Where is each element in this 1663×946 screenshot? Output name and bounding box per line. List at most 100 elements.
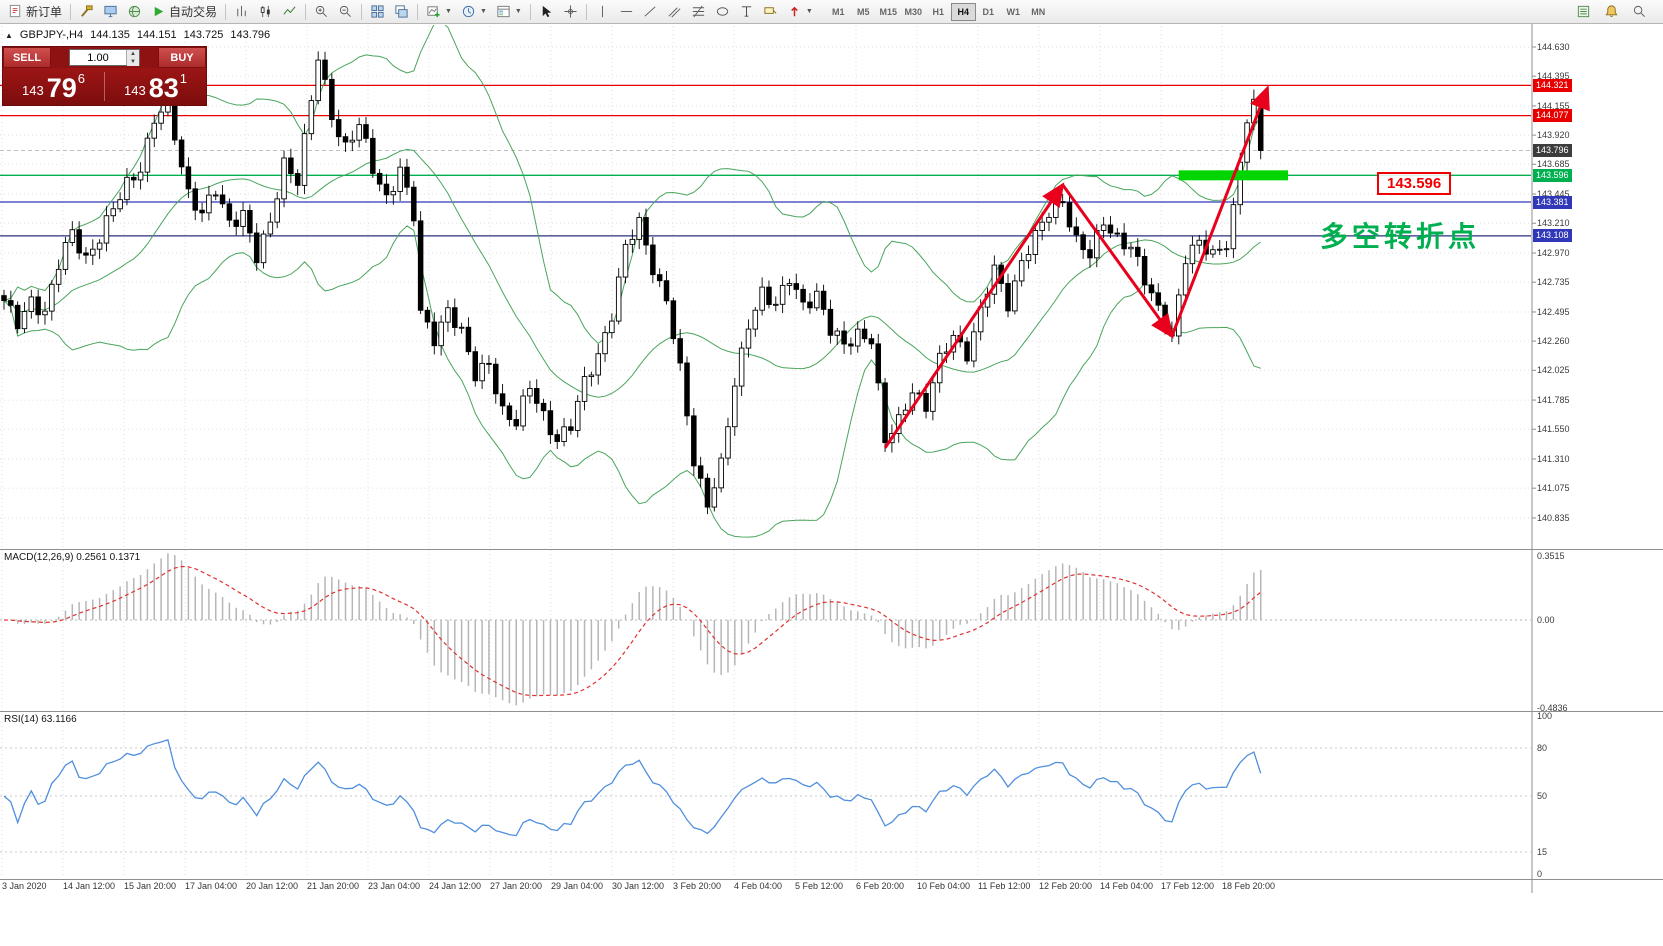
- timeframe-button-m5[interactable]: M5: [857, 6, 870, 17]
- price-axis-tick-label: 142.025: [1537, 365, 1570, 376]
- shapes-tool-button[interactable]: [711, 2, 734, 22]
- timeframe-button-mn[interactable]: MN: [1031, 6, 1046, 17]
- price-direction-icon: ▲: [5, 30, 13, 40]
- trend-arrow[interactable]: [1061, 183, 1174, 339]
- fibo-icon: [692, 5, 704, 18]
- timeframe-button-m30[interactable]: M30: [904, 6, 923, 17]
- time-axis-label: 3 Feb 20:00: [673, 881, 722, 891]
- market-button[interactable]: [123, 2, 146, 22]
- pivot-point-text[interactable]: 多空转折点: [1320, 221, 1481, 252]
- label-tool-button[interactable]: [759, 2, 782, 22]
- search-button[interactable]: [1628, 2, 1651, 22]
- toolbar-separator: [417, 3, 419, 20]
- depth-of-market-button[interactable]: [1572, 2, 1595, 22]
- trendline-icon: [644, 6, 656, 17]
- vline-icon: [601, 5, 603, 18]
- price-axis-tick-label: 142.970: [1537, 248, 1570, 258]
- rsi-pane-layer: [0, 738, 1531, 853]
- timeframe-button-m1[interactable]: M1: [832, 6, 845, 17]
- shapes-icon: [716, 7, 728, 16]
- buy-pip-fraction: 1: [179, 71, 187, 86]
- grid-layer: [0, 26, 1531, 877]
- time-axis-label: 15 Jan 20:00: [124, 881, 177, 891]
- terminal-button[interactable]: [99, 2, 122, 22]
- chart-candles-icon: [260, 5, 270, 18]
- alerts-button[interactable]: [1600, 2, 1623, 22]
- chevron-down-icon: ▼: [514, 8, 522, 15]
- sell-button[interactable]: SELL: [3, 47, 51, 68]
- hline-tool-button[interactable]: [615, 2, 638, 22]
- trend-arrow[interactable]: [1170, 85, 1270, 337]
- sell-pip-fraction: 6: [77, 71, 85, 86]
- market-icon: [128, 5, 141, 18]
- price-axis-tick-label: 144.395: [1537, 71, 1570, 82]
- trend-arrow[interactable]: [883, 182, 1065, 449]
- cursor-button[interactable]: [535, 2, 558, 22]
- buy-button[interactable]: BUY: [158, 47, 206, 68]
- toolbox-button[interactable]: [75, 2, 98, 22]
- rsi-label: RSI(14) 63.1166: [4, 714, 77, 725]
- price-tag: 143.796: [1533, 143, 1572, 157]
- buy-price-display[interactable]: 143 83 1: [105, 68, 206, 105]
- price-axis-tick-label: 141.310: [1537, 454, 1570, 464]
- time-axis-label: 24 Jan 12:00: [429, 881, 482, 891]
- trendline-tool-button[interactable]: [639, 2, 662, 22]
- toolbar-separator: [305, 3, 307, 20]
- time-axis-label: 4 Feb 04:00: [734, 881, 783, 891]
- timeframe-button-w1[interactable]: W1: [1006, 6, 1021, 17]
- timeframe-button-h4[interactable]: H4: [950, 2, 976, 21]
- tile-windows-icon: [371, 5, 384, 18]
- level-price-label[interactable]: 143.596: [1377, 172, 1452, 195]
- new-order-button[interactable]: 新订单: [4, 2, 66, 22]
- lot-increase-button[interactable]: ▲: [127, 50, 139, 58]
- tile-windows-button[interactable]: [366, 2, 389, 22]
- time-axis-label: 11 Feb 12:00: [978, 881, 1031, 891]
- zoom-out-button[interactable]: [334, 2, 357, 22]
- time-axis-label: 23 Jan 04:00: [368, 881, 421, 891]
- crosshair-button[interactable]: [559, 2, 582, 22]
- timeframe-button-h1[interactable]: H1: [932, 6, 945, 17]
- time-axis-label: 30 Jan 12:00: [612, 881, 665, 891]
- time-axis-label: 18 Feb 20:00: [1222, 881, 1276, 891]
- symbol-period-label: GBPJPY-,H4: [19, 29, 84, 41]
- timeframe-button-m15[interactable]: M15: [879, 6, 898, 17]
- toolbox-icon: [81, 5, 93, 17]
- time-axis-label: 14 Jan 12:00: [63, 881, 116, 891]
- text-tool-button[interactable]: [735, 2, 758, 22]
- zoom-in-button[interactable]: [310, 2, 333, 22]
- rsi-axis-tick-label: 80: [1537, 743, 1548, 753]
- cascade-windows-button[interactable]: [390, 2, 413, 22]
- lot-input[interactable]: [70, 50, 126, 65]
- channel-tool-button[interactable]: [663, 2, 686, 22]
- autotrading-button[interactable]: 自动交易: [147, 2, 221, 22]
- toolbar: 新订单 自动交易: [0, 0, 1663, 24]
- periods-button[interactable]: ▼: [457, 2, 491, 22]
- time-axis-label: 10 Feb 04:00: [917, 881, 971, 891]
- chart-candles-button[interactable]: [254, 2, 277, 22]
- lot-decrease-button[interactable]: ▼: [127, 58, 139, 66]
- macd-axis-tick-label: 0.00: [1537, 614, 1555, 625]
- price-axis-tick-label: 143.685: [1537, 159, 1570, 170]
- chevron-down-icon: ▼: [445, 8, 452, 15]
- macd-histogram: [10, 553, 1262, 706]
- templates-button[interactable]: ▼: [492, 2, 526, 22]
- chart-bars-button[interactable]: [230, 2, 253, 22]
- chart-line-button[interactable]: [278, 2, 301, 22]
- new-chart-button[interactable]: ▼: [422, 2, 456, 22]
- fibonacci-tool-button[interactable]: [687, 2, 710, 22]
- timeframe-button-d1[interactable]: D1: [982, 6, 995, 17]
- price-axis-tick-label: 142.735: [1537, 277, 1570, 288]
- chevron-down-icon: ▼: [805, 8, 813, 15]
- alerts-icon: [1605, 5, 1618, 17]
- price-axis-tick-label: 140.835: [1537, 512, 1570, 523]
- arrows-tool-button[interactable]: ▼: [783, 2, 817, 22]
- open-value: 144.135: [90, 29, 130, 41]
- vline-tool-button[interactable]: [591, 2, 614, 22]
- macd-label: MACD(12,26,9) 0.2561 0.1371: [4, 552, 141, 563]
- chevron-down-icon: ▼: [479, 8, 487, 15]
- text-icon: [741, 6, 752, 17]
- sell-price-display[interactable]: 143 79 6: [3, 68, 104, 105]
- zoom-in-icon: [315, 5, 328, 17]
